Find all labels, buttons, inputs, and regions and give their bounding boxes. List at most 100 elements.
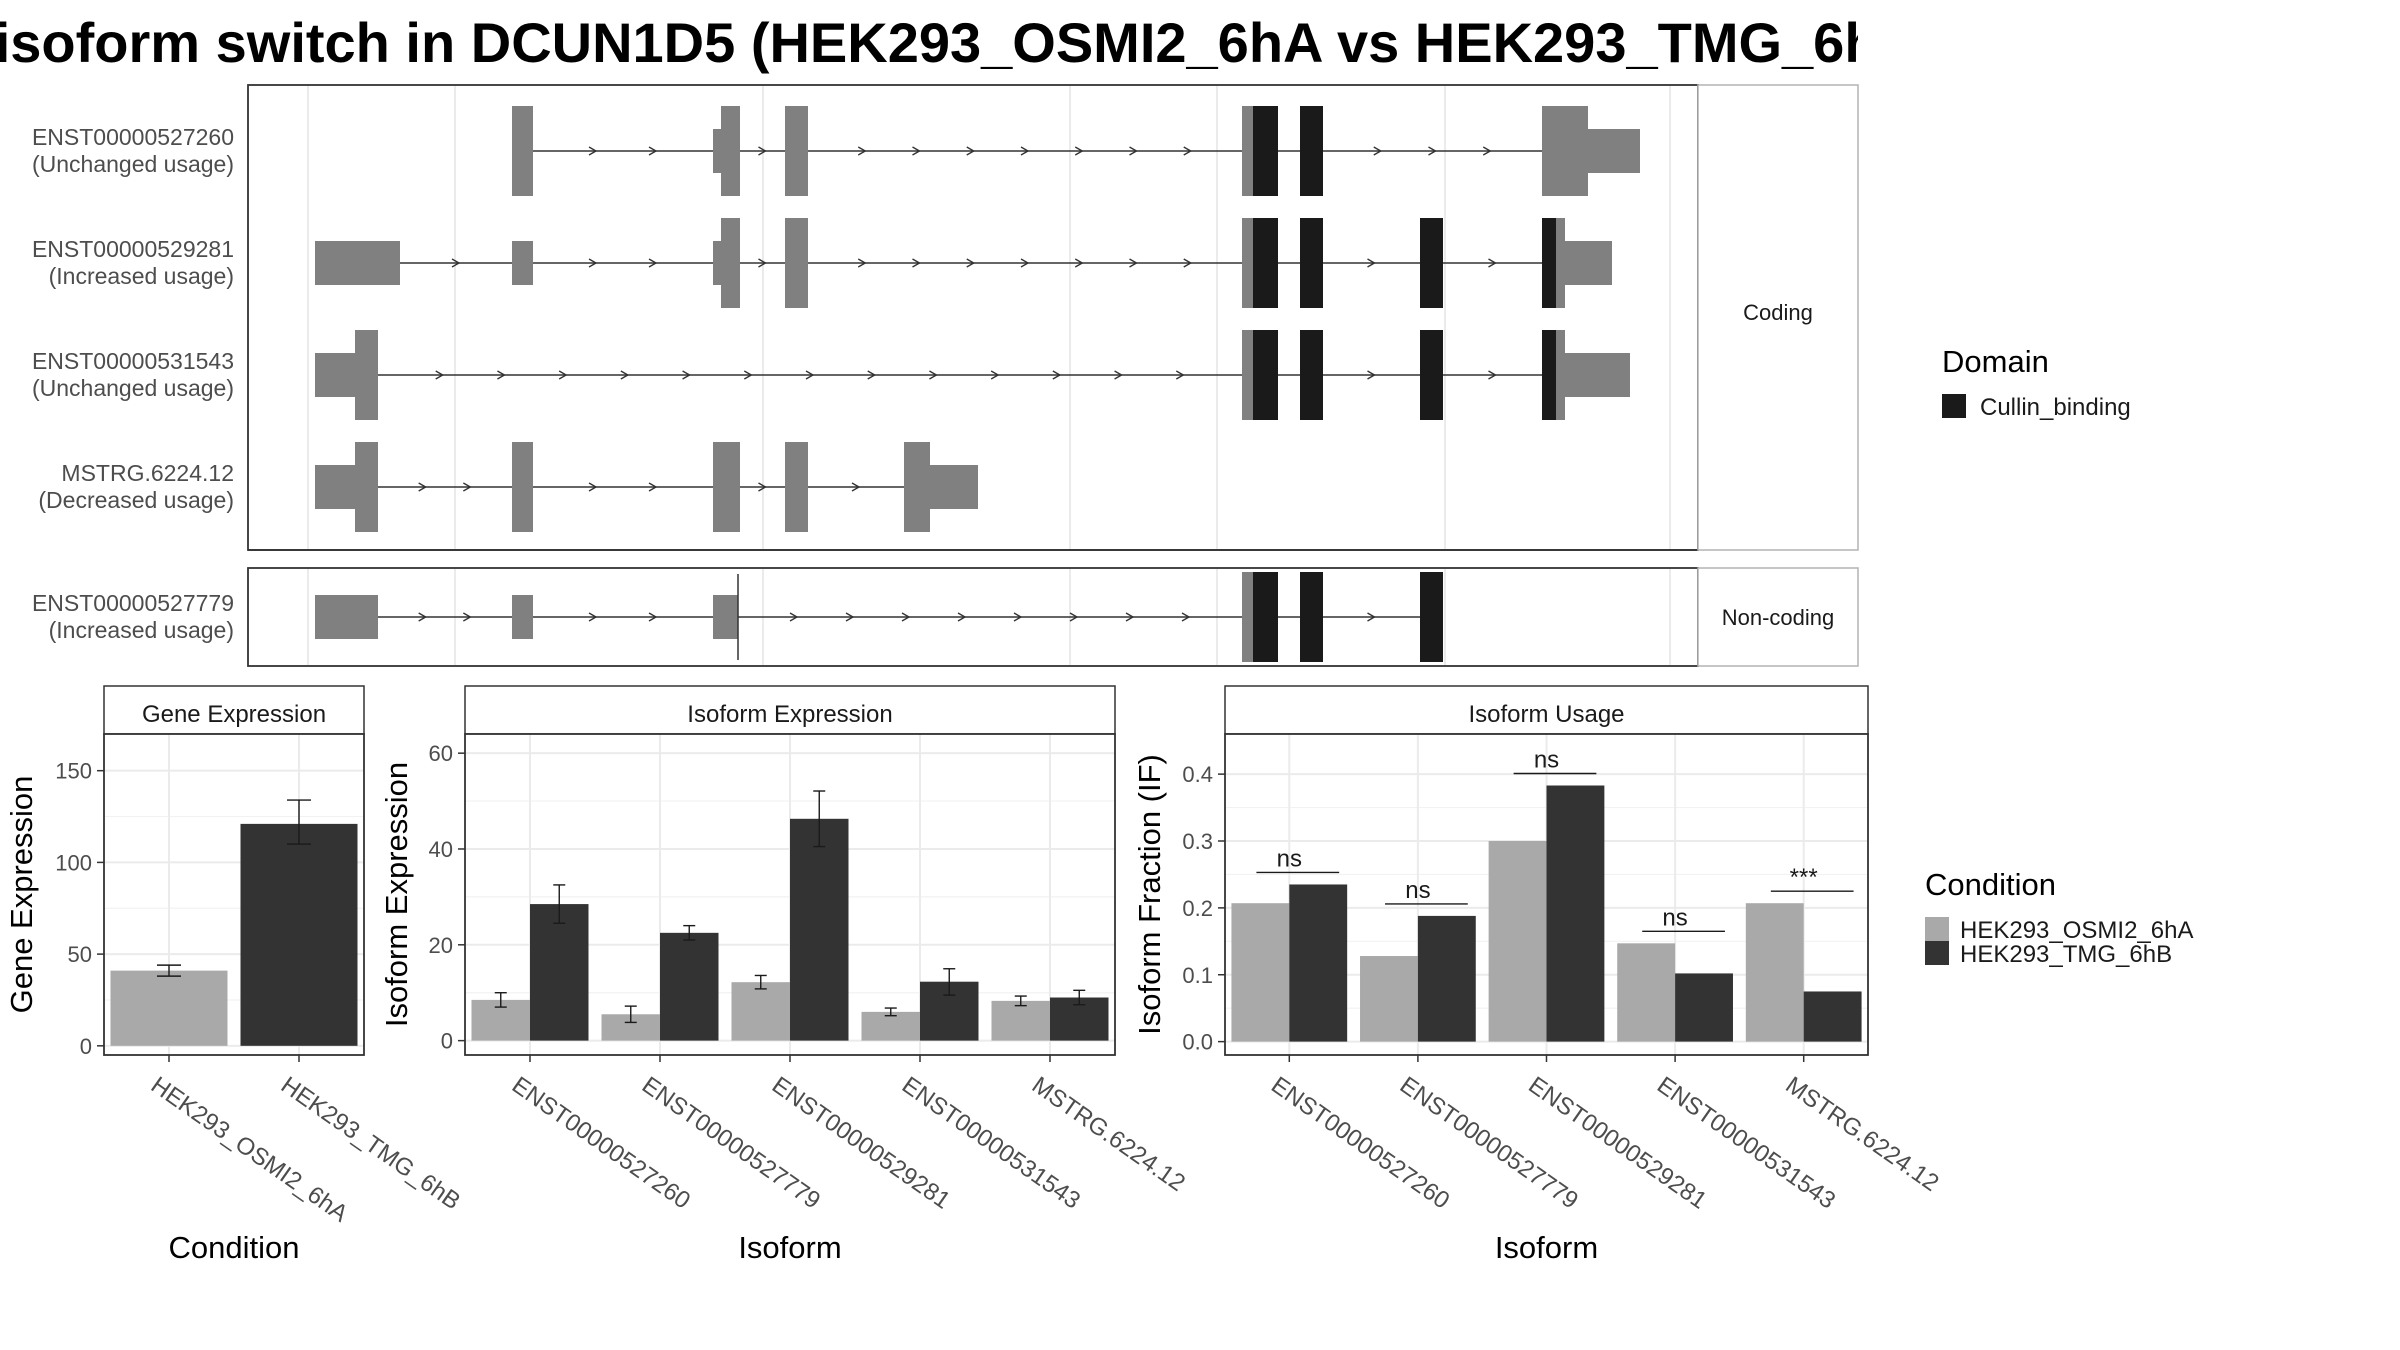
transcript-status-label: (Increased usage) — [49, 617, 234, 643]
figure-canvas: ENST00000527260(Unchanged usage)ENST0000… — [0, 0, 2400, 1350]
exon-block — [355, 330, 378, 420]
y-tick-label: 50 — [68, 942, 92, 967]
y-axis-title: Isoform Expression — [379, 762, 414, 1027]
bar — [1489, 841, 1547, 1042]
y-tick-label: 100 — [55, 850, 92, 875]
exon-block — [315, 465, 355, 509]
transcript-status-label: (Unchanged usage) — [32, 375, 234, 401]
transcript-status-label: (Decreased usage) — [38, 487, 234, 513]
exon-block — [1542, 106, 1588, 196]
transcript-id-label: ENST00000531543 — [32, 348, 234, 374]
transcript-status-label: (Increased usage) — [49, 263, 234, 289]
exon-block — [721, 106, 740, 196]
exon-block — [1565, 241, 1612, 285]
bar — [1289, 884, 1347, 1041]
y-axis-title: Gene Expression — [4, 776, 39, 1014]
y-tick-label: 0 — [80, 1034, 92, 1059]
cullin-domain-block — [1253, 330, 1278, 420]
y-tick-label: 0.4 — [1182, 762, 1213, 787]
condition-legend: Condition HEK293_OSMI2_6hA HEK293_TMG_6h… — [1925, 867, 2193, 968]
y-tick-label: 20 — [429, 933, 453, 958]
y-axis-title: Isoform Fraction (IF) — [1132, 754, 1167, 1035]
significance-label: ns — [1277, 845, 1302, 872]
cullin-domain-block — [1253, 106, 1278, 196]
exon-block — [1565, 353, 1630, 397]
panel-title: Gene Expression — [142, 701, 326, 728]
cullin-domain-block — [1420, 572, 1443, 662]
exon-block — [512, 241, 533, 285]
significance-label: *** — [1790, 864, 1818, 891]
bar — [1547, 785, 1605, 1041]
exon-block — [713, 595, 738, 639]
bar — [1804, 991, 1862, 1041]
transcript-status-label: (Unchanged usage) — [32, 151, 234, 177]
y-tick-label: 0.2 — [1182, 896, 1213, 921]
condition-legend-label-a: HEK293_OSMI2_6hA — [1960, 917, 2193, 944]
y-tick-label: 40 — [429, 837, 453, 862]
bar — [1360, 956, 1418, 1042]
condition-legend-title: Condition — [1925, 867, 2056, 902]
y-tick-label: 0.0 — [1182, 1030, 1213, 1055]
isoform-usage-chart: Isoform Usagensnsnsns***0.00.10.20.30.4E… — [1132, 686, 1944, 1265]
x-axis-title: Isoform — [1495, 1230, 1598, 1265]
exon-block — [1242, 106, 1253, 196]
transcript-structure-panel: ENST00000527260(Unchanged usage)ENST0000… — [32, 85, 1698, 666]
y-tick-label: 0.3 — [1182, 829, 1213, 854]
condition-legend-swatch-b — [1925, 941, 1949, 965]
transcript-id-label: ENST00000529281 — [32, 236, 234, 262]
cullin-domain-block — [1542, 218, 1556, 308]
cullin-domain-block — [1542, 330, 1556, 420]
exon-block — [315, 241, 400, 285]
exon-block — [1242, 218, 1253, 308]
exon-block — [512, 106, 533, 196]
domain-legend-label: Cullin_binding — [1980, 394, 2131, 421]
exon-block — [930, 465, 978, 509]
bar — [530, 904, 589, 1041]
panel-title: Isoform Expression — [687, 701, 892, 728]
cullin-domain-block — [1420, 330, 1443, 420]
exon-block — [1556, 330, 1565, 420]
facet-label-coding: Coding — [1743, 300, 1813, 325]
exon-block — [721, 218, 740, 308]
exon-block — [512, 595, 533, 639]
exon-block — [1242, 330, 1253, 420]
bar — [732, 982, 791, 1040]
x-axis-title: Isoform — [738, 1230, 841, 1265]
exon-block — [1588, 129, 1640, 173]
transcript-id-label: ENST00000527779 — [32, 590, 234, 616]
condition-legend-label-b: HEK293_TMG_6hB — [1960, 941, 2172, 968]
exon-block — [785, 106, 808, 196]
bar — [660, 933, 719, 1041]
y-tick-label: 0.1 — [1182, 963, 1213, 988]
bar — [992, 1001, 1051, 1041]
exon-block — [1242, 572, 1253, 662]
exon-block — [1556, 218, 1565, 308]
significance-label: ns — [1534, 746, 1559, 773]
significance-label: ns — [1405, 877, 1430, 904]
x-axis-title: Condition — [169, 1230, 300, 1265]
exon-block — [785, 442, 808, 532]
condition-legend-swatch-a — [1925, 917, 1949, 941]
y-tick-label: 0 — [441, 1029, 453, 1054]
isoform-expression-chart: Isoform Expression0204060ENST00000527260… — [379, 686, 1190, 1265]
panel-title: Isoform Usage — [1468, 701, 1624, 728]
transcript-id-label: ENST00000527260 — [32, 124, 234, 150]
bar — [241, 824, 358, 1046]
y-tick-label: 60 — [429, 741, 453, 766]
facet-strip-noncoding: Non-coding — [1698, 568, 1858, 666]
cullin-domain-block — [1300, 218, 1323, 308]
exon-block — [904, 442, 930, 532]
cullin-domain-block — [1300, 106, 1323, 196]
domain-legend: Domain Cullin_binding — [1942, 344, 2131, 421]
y-tick-label: 150 — [55, 759, 92, 784]
cullin-domain-block — [1253, 218, 1278, 308]
cullin-domain-block — [1300, 572, 1323, 662]
bar — [1746, 903, 1804, 1041]
exon-block — [315, 353, 355, 397]
exon-block — [512, 442, 533, 532]
transcript-id-label: MSTRG.6224.12 — [61, 460, 234, 486]
bar — [111, 971, 228, 1046]
cullin-domain-block — [1420, 218, 1443, 308]
domain-legend-swatch — [1942, 394, 1966, 418]
cullin-domain-block — [1253, 572, 1278, 662]
